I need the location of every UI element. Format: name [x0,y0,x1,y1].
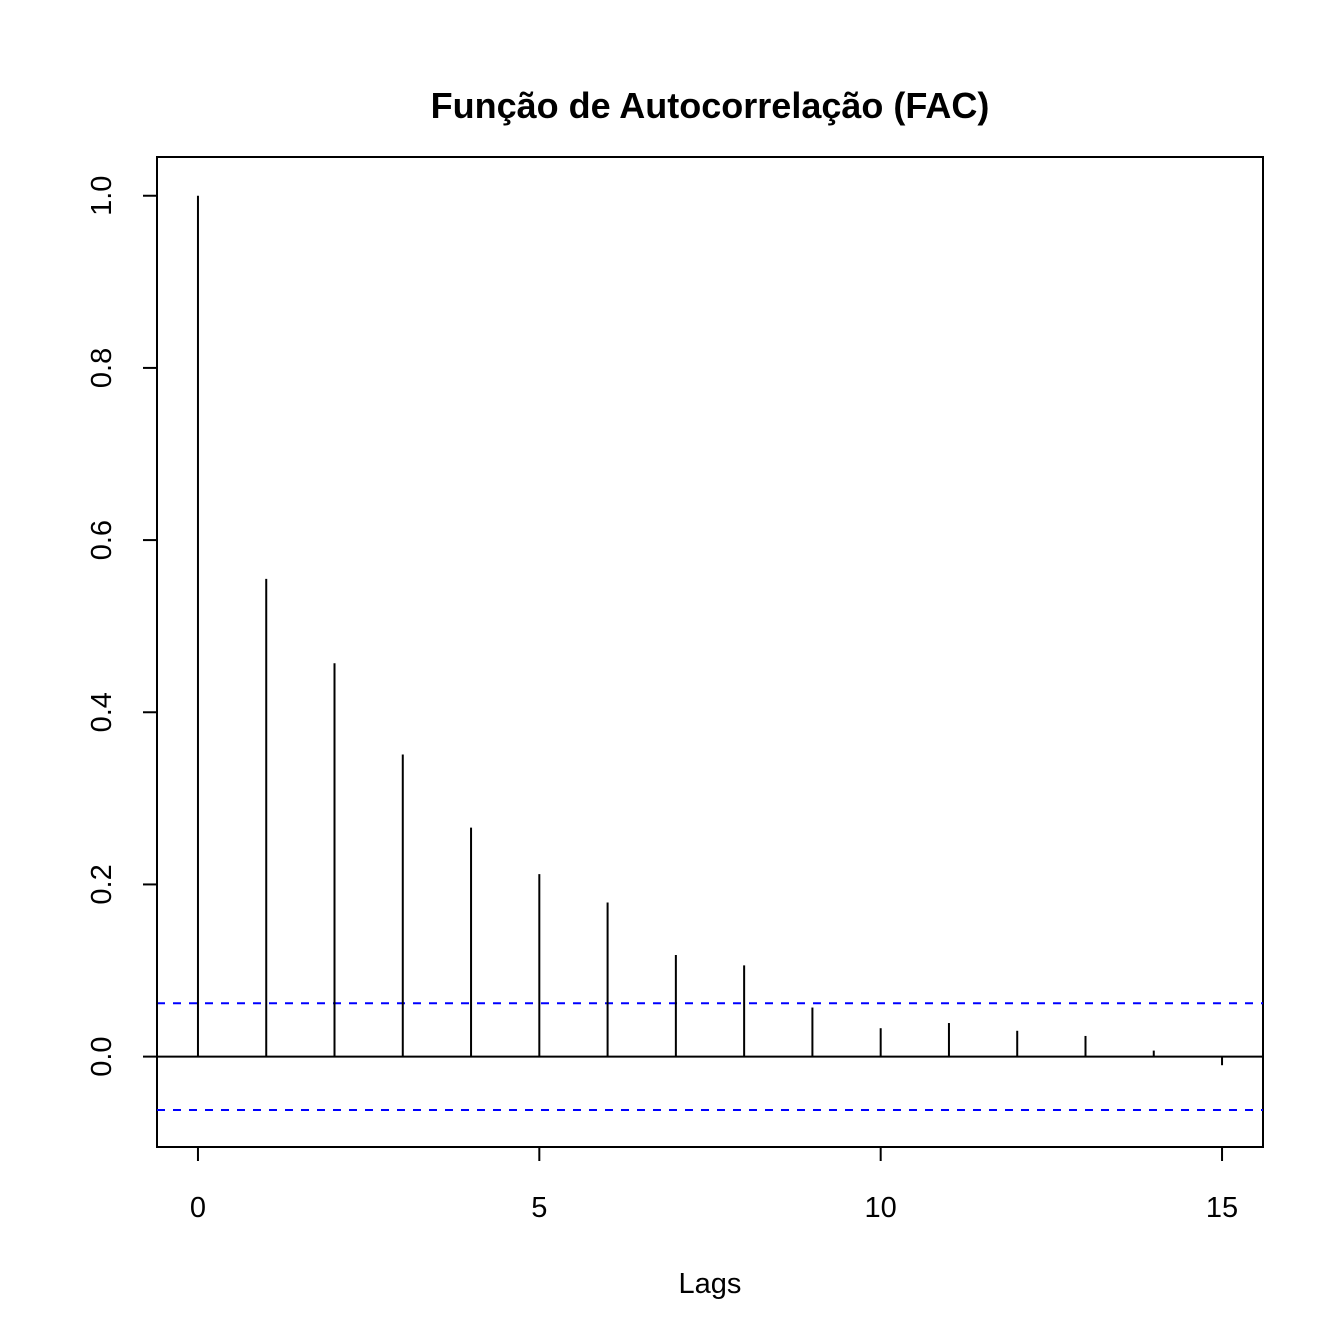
x-tick-label: 10 [865,1192,897,1224]
y-tick-label: 1.0 [86,176,118,216]
x-axis-label: Lags [679,1268,742,1300]
y-tick-label: 0.4 [86,692,118,732]
y-tick-label: 0.8 [86,348,118,388]
x-tick-label: 15 [1206,1192,1238,1224]
y-tick-label: 0.2 [86,864,118,904]
x-tick-label: 0 [190,1192,206,1224]
x-axis: 0 5 10 15 [190,1146,1238,1224]
plot-frame [156,156,1264,1148]
y-axis: 0.0 0.2 0.4 0.6 0.8 1.0 [86,176,158,1077]
y-tick-label: 0.6 [86,520,118,560]
chart-title: Função de Autocorrelação (FAC) [431,85,990,126]
x-tick-label: 5 [531,1192,547,1224]
acf-bars-layer [196,195,1224,1066]
y-tick-label: 0.0 [86,1036,118,1076]
